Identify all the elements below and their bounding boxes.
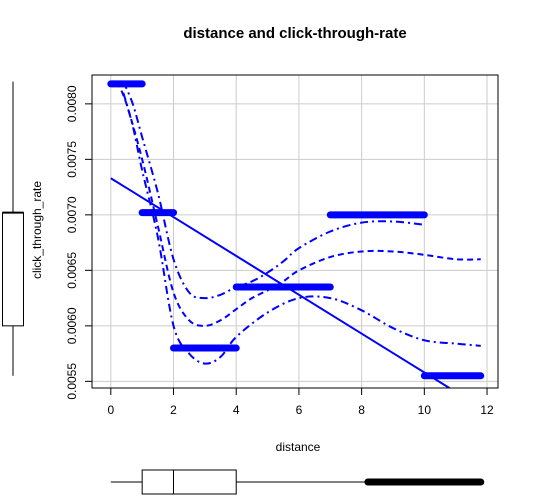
x-axis: 0 2 4 6 8 10 12: [107, 387, 494, 417]
y-tick-label: 0.0065: [65, 252, 79, 289]
plot-frame: [91, 74, 499, 389]
x-tick-label: 0: [107, 403, 114, 417]
x-tick-label: 2: [170, 403, 177, 417]
y-axis-label: click_through_rate: [30, 181, 44, 279]
x-marginal-boxplot: [110, 469, 485, 495]
x-tick-label: 12: [480, 403, 494, 417]
y-axis: 0.0055 0.0060 0.0065 0.0070 0.0075 0.0080: [65, 85, 92, 400]
x-tick-label: 8: [358, 403, 365, 417]
smooth-curve: [116, 81, 481, 327]
x-tick-label: 6: [296, 403, 303, 417]
confidence-band: [122, 81, 425, 300]
chart-title: distance and click-through-rate: [183, 25, 406, 42]
y-tick-label: 0.0060: [65, 307, 79, 344]
y-tick-label: 0.0055: [65, 363, 79, 400]
confidence-band: [122, 92, 481, 365]
y-tick-label: 0.0080: [65, 85, 79, 122]
grid-lines: [92, 75, 498, 388]
x-axis-label: distance: [276, 440, 321, 454]
x-tick-label: 10: [418, 403, 432, 417]
x-tick-label: 4: [233, 403, 240, 417]
curve-lines: [110, 81, 481, 388]
data-points: [107, 80, 485, 380]
y-tick-label: 0.0070: [65, 196, 79, 233]
box: [2, 212, 24, 327]
y-marginal-boxplot: [2, 81, 24, 376]
box: [141, 469, 237, 495]
y-tick-label: 0.0075: [65, 141, 79, 178]
